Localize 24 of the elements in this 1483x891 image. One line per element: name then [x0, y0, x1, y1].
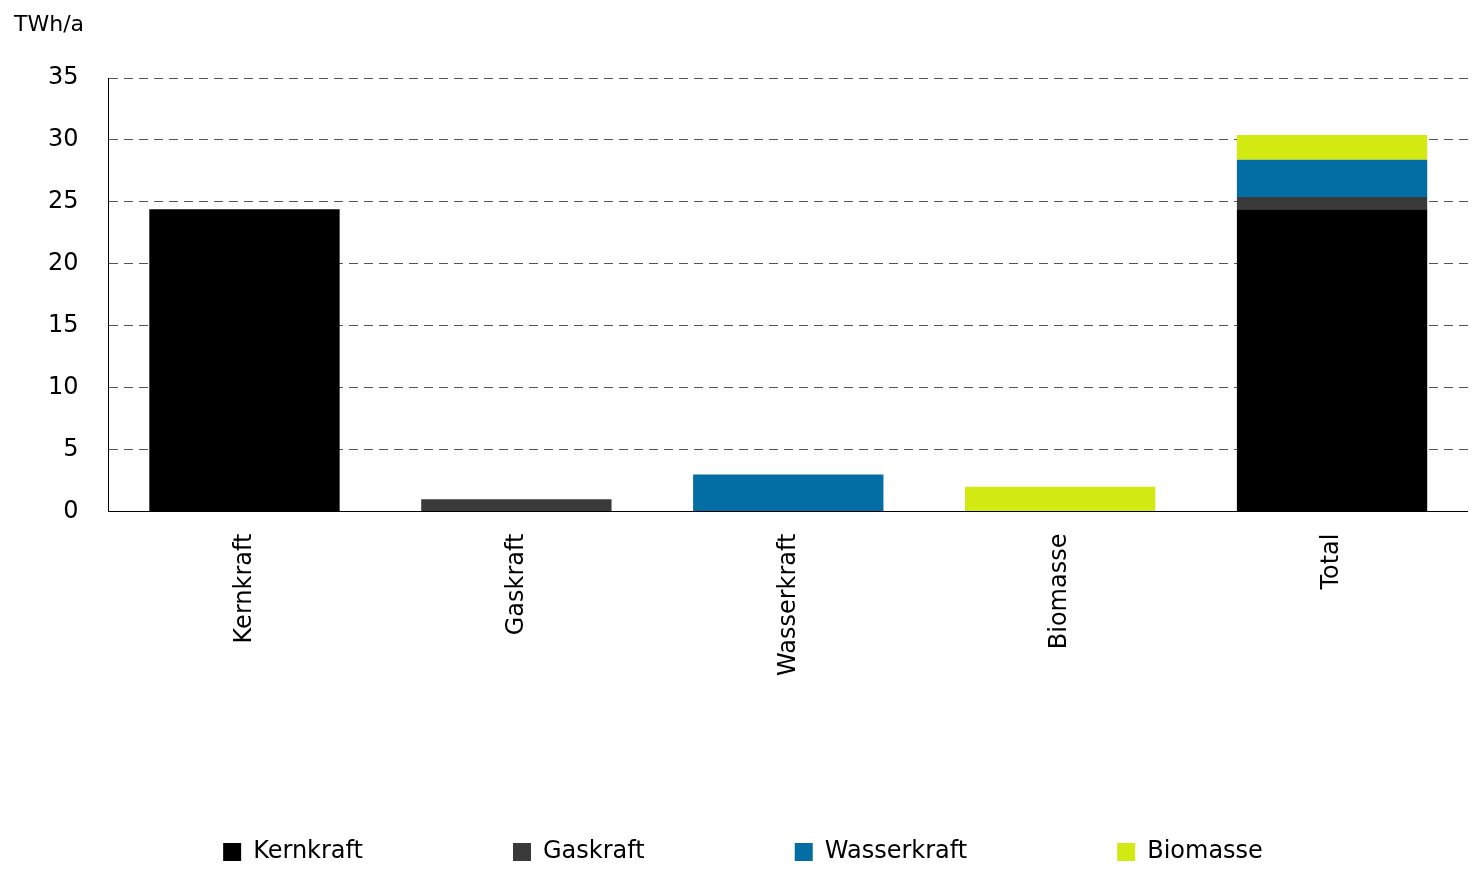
bar — [1236, 196, 1428, 210]
x-tick-label: Kernkraft — [228, 533, 257, 644]
y-axis-title: TWh/a — [13, 10, 85, 36]
bar — [421, 499, 612, 512]
legend-label: Biomasse — [1147, 836, 1263, 865]
y-tick-label: 30 — [47, 124, 79, 153]
y-tick-label: 15 — [47, 309, 79, 338]
x-tick-label: Wasserkraft — [772, 533, 801, 676]
y-tick-label: 0 — [63, 495, 79, 524]
bar — [1236, 134, 1428, 160]
y-tick-label: 5 — [63, 433, 79, 462]
y-tick-label: 25 — [47, 186, 79, 215]
y-tick-label: 35 — [47, 62, 79, 91]
x-tick-label: Gaskraft — [500, 533, 529, 636]
bar — [693, 474, 884, 512]
y-tick-label: 20 — [47, 248, 79, 277]
x-tick-label: Total — [1316, 533, 1345, 591]
bar — [965, 486, 1156, 512]
legend-label: Kernkraft — [253, 836, 364, 865]
bar — [1236, 159, 1428, 197]
x-tick-label: Biomasse — [1044, 533, 1073, 650]
legend-label: Wasserkraft — [824, 836, 968, 865]
legend-label: Gaskraft — [543, 836, 645, 865]
y-tick-label: 10 — [47, 371, 79, 400]
